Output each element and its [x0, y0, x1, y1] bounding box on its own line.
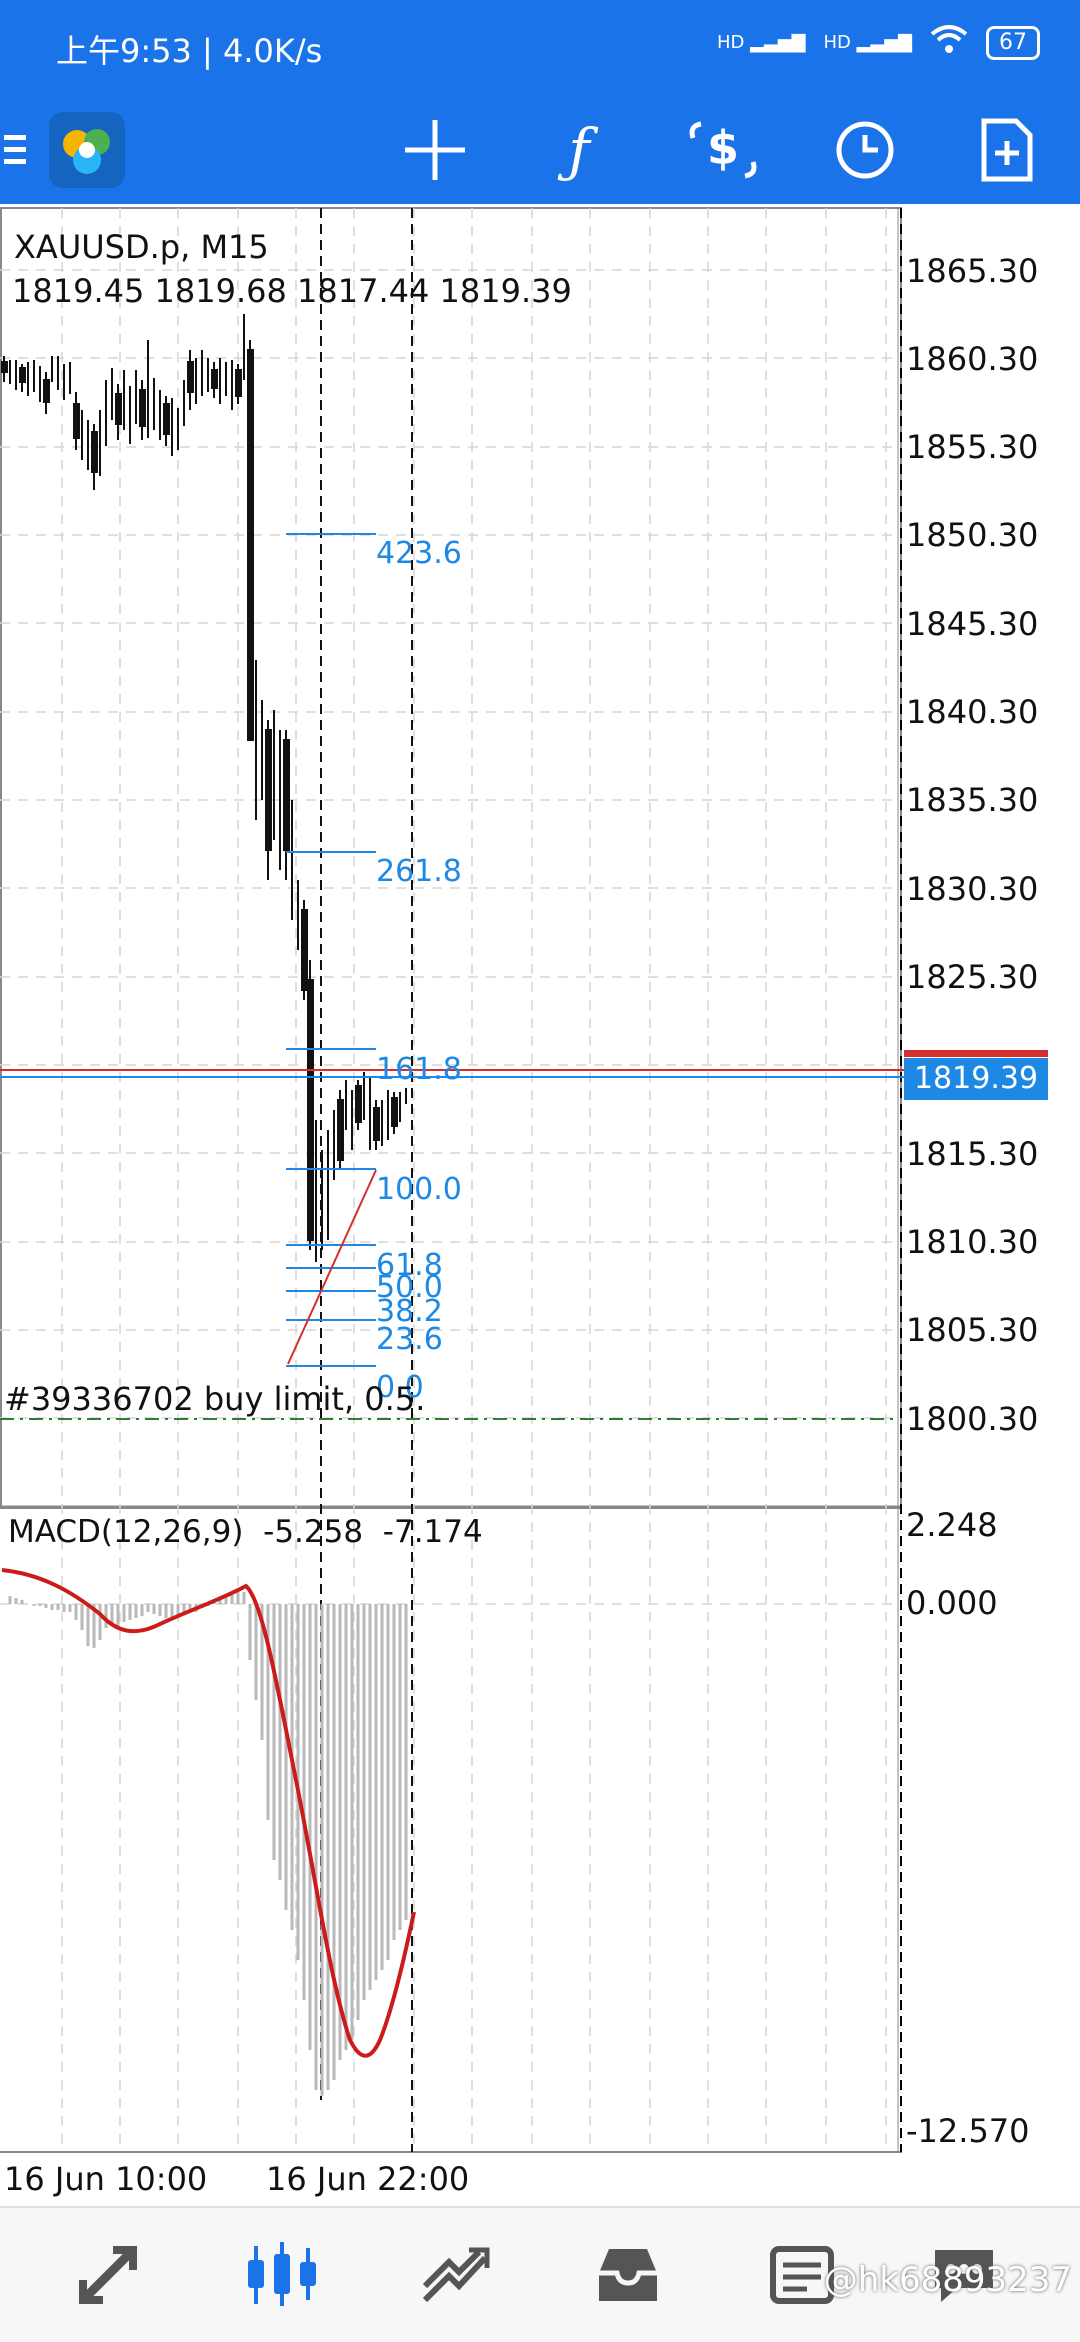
fib-level-label: 23.6: [376, 1322, 443, 1357]
nav-chat[interactable]: [904, 2208, 1024, 2342]
status-bar: 上午9:53 | 4.0K/s HD ▂▃▅▇ HD ▂▃▅▇ 67: [0, 0, 1080, 96]
macd-axis-zero: 0.000: [906, 1584, 998, 1622]
battery-icon: 67: [986, 25, 1040, 60]
current-price-badge: 1819.39: [904, 1058, 1048, 1100]
price-tick: 1825.30: [906, 958, 1039, 996]
pending-order-label[interactable]: #39336702 buy limit, 0.5.: [4, 1380, 426, 1418]
function-icon[interactable]: ƒ: [568, 116, 590, 184]
time-tick: 16 Jun 22:00: [266, 2160, 470, 2198]
chart-grid: [0, 208, 898, 2152]
menu-icon[interactable]: [0, 96, 36, 204]
nav-trade[interactable]: [396, 2208, 516, 2342]
fib-level-label: 100.0: [376, 1172, 462, 1207]
quotes-arrows-icon: [79, 2246, 137, 2304]
nav-quotes[interactable]: [48, 2208, 168, 2342]
fib-level-label: 61.8: [376, 1248, 443, 1283]
dollar-arrows-icon[interactable]: $: [678, 96, 768, 204]
price-tick: 1845.30: [906, 605, 1039, 643]
wifi-icon: [930, 24, 968, 61]
news-icon: [770, 2246, 834, 2304]
price-tick: 1865.30: [906, 252, 1039, 290]
price-tick: 1830.30: [906, 870, 1039, 908]
fib-level-label: 161.8: [376, 1052, 462, 1087]
price-tick: 1840.30: [906, 693, 1039, 731]
add-document-icon[interactable]: [962, 96, 1052, 204]
fib-level-label: 38.2: [376, 1294, 443, 1329]
time-tick: 16 Jun 10:00: [4, 2160, 208, 2198]
candles-icon: [248, 2242, 316, 2306]
chat-icon: [935, 2250, 993, 2302]
crosshair-icon[interactable]: [390, 96, 480, 204]
macd-axis-top: 2.248: [906, 1506, 998, 1544]
status-icons: HD ▂▃▅▇ HD ▂▃▅▇ 67: [717, 24, 1040, 61]
nav-chart[interactable]: [222, 2208, 342, 2342]
fib-level-label: 0.0: [376, 1370, 424, 1405]
price-tick: 1805.30: [906, 1311, 1039, 1349]
chart-toolbar: ƒ $: [0, 96, 1080, 204]
fibonacci-levels: [286, 533, 376, 1367]
price-candles: [1, 314, 407, 1262]
fib-level-label: 423.6: [376, 536, 462, 571]
price-tick: 1800.30: [906, 1400, 1039, 1438]
price-chart[interactable]: XAUUSD.p, M15 1819.45 1819.68 1817.44 18…: [0, 204, 1080, 2208]
nav-history[interactable]: [568, 2208, 688, 2342]
price-tick: 1815.30: [906, 1135, 1039, 1173]
macd-histogram: [8, 1590, 408, 2096]
price-tick: 1850.30: [906, 516, 1039, 554]
price-tick: 1860.30: [906, 340, 1039, 378]
macd-signal-line: [1, 1568, 416, 2058]
symbol-label: XAUUSD.p, M15: [14, 228, 269, 266]
fib-level-label: 261.8: [376, 854, 462, 889]
watermark: @hk68893237: [823, 2260, 1072, 2300]
signal-icon: HD ▂▃▅▇: [823, 32, 913, 53]
fib-level-label: 50.0: [376, 1270, 443, 1305]
bottom-navigation: @hk68893237: [0, 2206, 1080, 2342]
svg-text:$: $: [707, 121, 739, 175]
inbox-icon: [599, 2249, 657, 2301]
macd-axis-bottom: -12.570: [906, 2112, 1030, 2150]
app-logo-icon: [44, 96, 130, 204]
price-tick: 1855.30: [906, 428, 1039, 466]
clock-icon[interactable]: [820, 96, 910, 204]
ohlc-label: 1819.45 1819.68 1817.44 1819.39: [12, 272, 572, 310]
status-time: 上午9:53 | 4.0K/s: [56, 32, 323, 70]
price-tick: 1835.30: [906, 781, 1039, 819]
signal-icon: HD ▂▃▅▇: [717, 32, 806, 53]
nav-messages[interactable]: [742, 2208, 862, 2342]
chart-canvas[interactable]: [0, 204, 1080, 2208]
trend-icon: [422, 2247, 490, 2303]
price-tick: 1810.30: [906, 1223, 1039, 1261]
macd-label: MACD(12,26,9) -5.258 -7.174: [8, 1514, 483, 1550]
